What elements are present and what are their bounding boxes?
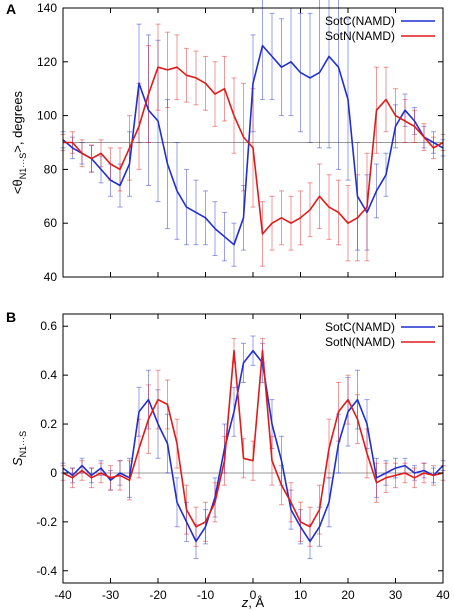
y-tick-label: 0 [50,466,57,480]
x-tick-label: 30 [389,588,403,602]
y-tick-label: -0.2 [36,515,57,529]
x-tick-label: 0 [250,588,257,602]
y-tick-label: 120 [37,55,57,69]
y-axis-label-tail: >, degrees [10,90,25,152]
x-tick-label: -10 [197,588,215,602]
x-axis-label-var: z [241,595,249,610]
panel-a: 40 60 80 100 120 140 A <θN1···S>, degrees SotC(N… [6,0,446,284]
panel-label: A [6,1,16,17]
x-tick-label: -20 [149,588,167,602]
y-tick-label: 80 [44,162,58,176]
series-line-sotn [62,349,444,528]
x-tick-label: 10 [294,588,308,602]
y-axis-label-main: S [10,457,25,466]
legend-label-sotc: SotC(NAMD) [325,320,395,334]
y-tick-label: 40 [44,270,58,284]
x-axis-label-unit: , Å [248,595,264,610]
x-tick-label: -40 [54,588,72,602]
y-axis-label: SN1···S [10,431,28,466]
y-tick-label: -0.4 [36,564,57,578]
y-tick-label: 140 [37,1,57,15]
y-tick-label: 0.4 [40,368,57,382]
series-line-sotc [62,44,444,246]
legend-label-sotn: SotN(NAMD) [325,335,395,349]
series-line-sotn [63,66,444,235]
y-tick-label: 0.6 [40,319,57,333]
panel-b: -40 -30 -20 -10 0 10 20 30 40 -0.4 -0.2 0 0.2 0.4 0.6 B… [6,309,450,610]
y-axis-label-main: <θ [10,179,25,194]
y-axis-label-sub: N1···S [18,431,28,458]
series-line-sotc [62,349,444,543]
x-tick-label: 20 [341,588,355,602]
y-tick-label: 100 [37,109,57,123]
y-axis-label: <θN1···S>, degrees [10,90,28,194]
y-tick-label: 0.2 [40,417,57,431]
x-tick-label: 40 [436,588,450,602]
legend-label-sotn: SotN(NAMD) [325,29,395,43]
y-axis-label-sub: N1···S [18,153,28,180]
x-axis-label: z, Å [241,595,265,610]
legend-label-sotc: SotC(NAMD) [325,14,395,28]
x-tick-label: -30 [102,588,120,602]
panel-label: B [6,309,16,325]
y-tick-label: 60 [44,216,58,230]
